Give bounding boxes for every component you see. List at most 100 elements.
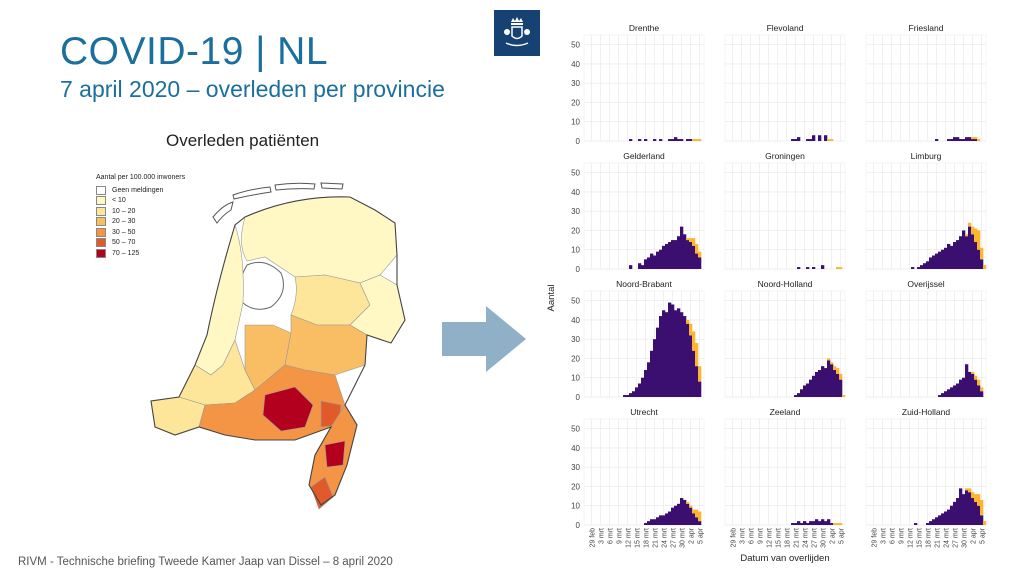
bar-overleden bbox=[686, 139, 690, 141]
bar-overleden bbox=[938, 251, 942, 269]
bar-recent bbox=[980, 247, 984, 260]
bar-overleden bbox=[920, 265, 924, 269]
provinces-south bbox=[150, 364, 358, 510]
facet-panel bbox=[724, 162, 846, 270]
x-tick-label: 18 mrt bbox=[926, 528, 933, 548]
page-subtitle: 7 april 2020 – overleden per provincie bbox=[60, 76, 445, 102]
bar-overleden bbox=[656, 251, 660, 269]
bar-recent bbox=[965, 488, 969, 491]
bar-overleden bbox=[956, 240, 960, 269]
y-tick-label: 30 bbox=[571, 335, 580, 344]
bar-overleden bbox=[794, 139, 798, 141]
bar-overleden bbox=[668, 139, 672, 141]
bar-overleden bbox=[812, 135, 816, 141]
bar-overleden bbox=[929, 521, 933, 525]
legend-item: < 10 bbox=[96, 196, 216, 207]
y-tick-label: 50 bbox=[571, 425, 580, 434]
legend-label: 20 – 30 bbox=[112, 218, 136, 226]
bar-overleden bbox=[692, 350, 696, 397]
bar-overleden bbox=[941, 393, 945, 397]
bar-overleden bbox=[941, 249, 945, 269]
x-tick-label: 21 mrt bbox=[653, 528, 660, 548]
bar-overleden bbox=[974, 139, 978, 141]
x-tick-label: 5 apr bbox=[980, 527, 987, 544]
x-tick-label: 15 mrt bbox=[917, 528, 924, 548]
bar-overleden bbox=[659, 515, 663, 525]
bar-overleden bbox=[968, 492, 972, 525]
bar-overleden bbox=[947, 509, 951, 525]
x-tick-label: 6 mrt bbox=[749, 528, 756, 544]
bar-overleden bbox=[806, 383, 810, 397]
bar-recent bbox=[689, 323, 693, 336]
bar-overleden bbox=[938, 515, 942, 525]
legend-swatch bbox=[96, 217, 106, 227]
bar-overleden bbox=[797, 137, 801, 141]
bar-overleden bbox=[830, 523, 834, 525]
bar-overleden bbox=[662, 245, 666, 269]
bar-overleden bbox=[695, 253, 699, 269]
legend-label: 70 – 125 bbox=[112, 249, 140, 257]
bar-overleden bbox=[830, 364, 834, 397]
legend-swatch bbox=[96, 206, 106, 216]
y-tick-label: 50 bbox=[571, 41, 580, 50]
legend-label: Geen meldingen bbox=[112, 186, 164, 194]
bar-overleden bbox=[980, 259, 984, 269]
bar-overleden bbox=[821, 265, 825, 269]
bar-overleden bbox=[653, 255, 657, 269]
x-tick-label: 12 mrt bbox=[908, 528, 915, 548]
bar-recent bbox=[698, 366, 702, 382]
y-tick-label: 20 bbox=[571, 98, 580, 107]
bar-overleden bbox=[794, 395, 798, 397]
bar-recent bbox=[971, 371, 975, 374]
bar-overleden bbox=[680, 226, 684, 269]
x-tick-label: 30 mrt bbox=[821, 528, 828, 548]
bar-overleden bbox=[644, 259, 648, 269]
bar-overleden bbox=[683, 499, 687, 525]
bar-overleden bbox=[638, 139, 642, 141]
x-tick-label: 21 mrt bbox=[794, 528, 801, 548]
bar-overleden bbox=[629, 393, 633, 397]
bar-recent bbox=[971, 492, 975, 499]
bar-overleden bbox=[641, 377, 645, 397]
bar-overleden bbox=[965, 137, 969, 141]
bar-overleden bbox=[944, 511, 948, 525]
bar-recent bbox=[692, 238, 696, 246]
map-legend: Aantal per 100.000 inwoners Geen melding… bbox=[96, 174, 216, 259]
bar-recent bbox=[827, 139, 831, 141]
bar-overleden bbox=[668, 511, 672, 525]
bar-recent bbox=[971, 226, 975, 235]
facet-panel bbox=[724, 34, 846, 142]
x-tick-label: 29 feb bbox=[590, 528, 597, 548]
bar-overleden bbox=[971, 234, 975, 269]
bar-recent bbox=[974, 375, 978, 380]
x-tick-label: 6 mrt bbox=[890, 528, 897, 544]
bar-recent bbox=[830, 139, 834, 141]
bar-overleden bbox=[962, 139, 966, 141]
y-tick-label: 0 bbox=[576, 521, 581, 530]
facet-title: Drenthe bbox=[629, 23, 660, 33]
bar-overleden bbox=[803, 385, 807, 397]
y-tick-label: 20 bbox=[571, 354, 580, 363]
page-title: COVID-19 | NL bbox=[60, 30, 329, 73]
bar-recent bbox=[836, 267, 840, 269]
facet-panel bbox=[724, 418, 846, 526]
bar-overleden bbox=[947, 243, 951, 269]
bar-overleden bbox=[947, 389, 951, 397]
bar-overleden bbox=[965, 364, 969, 397]
bar-overleden bbox=[686, 240, 690, 269]
bar-overleden bbox=[914, 523, 918, 525]
bar-overleden bbox=[659, 249, 663, 269]
bar-overleden bbox=[950, 139, 954, 141]
bar-overleden bbox=[653, 339, 657, 397]
legend-label: 30 – 50 bbox=[112, 228, 136, 236]
bar-overleden bbox=[959, 488, 963, 525]
bar-overleden bbox=[644, 139, 648, 141]
bar-overleden bbox=[698, 521, 702, 525]
y-axis-title: Aantal bbox=[546, 285, 557, 312]
bar-overleden bbox=[818, 370, 822, 397]
bar-overleden bbox=[941, 513, 945, 525]
bar-recent bbox=[695, 509, 699, 518]
bar-recent bbox=[830, 362, 834, 365]
bar-overleden bbox=[692, 513, 696, 525]
crown-shield-icon bbox=[504, 17, 530, 47]
